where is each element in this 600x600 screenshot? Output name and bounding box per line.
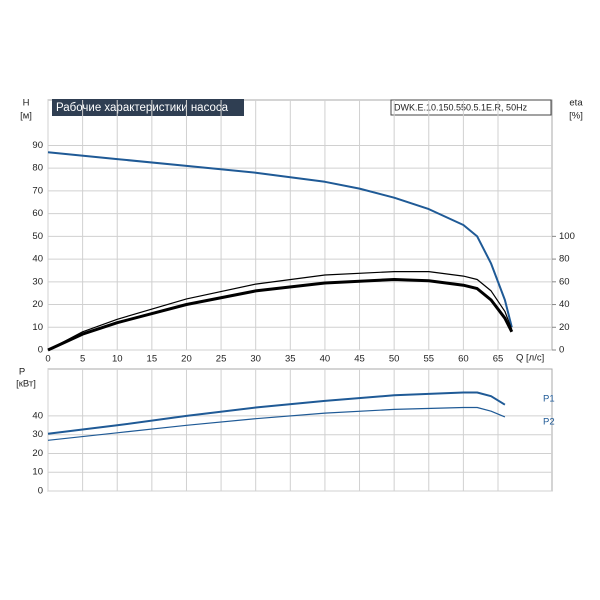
series-line (47, 151, 513, 328)
x-tick-label: 35 (285, 354, 296, 365)
x-tick-label: 10 (112, 354, 123, 365)
x-tick-label: 15 (147, 354, 158, 365)
y2-tick-label: 40 (559, 299, 570, 310)
x-tick-label: 60 (458, 354, 469, 365)
y-tick-label: 40 (32, 254, 43, 265)
y-tick-label: 30 (32, 276, 43, 287)
y-tick-label: 90 (32, 140, 43, 151)
y-tick-label: 30 (32, 429, 43, 440)
y-tick-label: 20 (32, 299, 43, 310)
x-tick-label: 0 (45, 354, 50, 365)
y2-axis-unit: [%] (569, 111, 583, 122)
y-tick-label: 10 (32, 322, 43, 333)
y2-tick-label: 80 (559, 254, 570, 265)
series-line (47, 391, 506, 435)
series-line (47, 271, 513, 351)
x-tick-label: 30 (250, 354, 261, 365)
y2-tick-label: 0 (559, 345, 564, 356)
x-axis-label: Q [л/с] (516, 353, 544, 364)
y-tick-label: 50 (32, 231, 43, 242)
y-tick-label: 20 (32, 448, 43, 459)
x-tick-label: 5 (80, 354, 85, 365)
y-axis-label: P (19, 367, 25, 378)
y-axis-unit: [кВт] (16, 379, 36, 390)
x-tick-label: 65 (493, 354, 504, 365)
y-tick-label: 70 (32, 185, 43, 196)
model-box (390, 99, 552, 116)
y-axis-unit: [м] (20, 111, 32, 122)
x-tick-label: 20 (181, 354, 192, 365)
x-tick-label: 50 (389, 354, 400, 365)
chart-title: Рабочие характеристики насоса (56, 102, 229, 114)
series-label: P2 (543, 417, 555, 428)
y-tick-label: 10 (32, 467, 43, 478)
model-label: DWK.E.10.150.550.5.1E.R, 50Hz (394, 102, 528, 112)
y2-tick-label: 60 (559, 276, 570, 287)
y2-axis-label: eta (569, 98, 583, 109)
title-box (52, 99, 244, 116)
x-tick-label: 55 (423, 354, 434, 365)
y-axis-label: H (23, 98, 30, 109)
x-tick-label: 40 (320, 354, 331, 365)
y-tick-label: 0 (38, 345, 43, 356)
x-tick-label: 45 (354, 354, 365, 365)
y2-tick-label: 100 (559, 231, 575, 242)
series-line (47, 406, 506, 441)
y2-tick-label: 20 (559, 322, 570, 333)
x-tick-label: 25 (216, 354, 227, 365)
y-tick-label: 0 (38, 486, 43, 497)
y-tick-label: 40 (32, 410, 43, 421)
series-line (47, 278, 514, 352)
y-tick-label: 60 (32, 208, 43, 219)
y-tick-label: 80 (32, 163, 43, 174)
series-label: P1 (543, 394, 555, 405)
